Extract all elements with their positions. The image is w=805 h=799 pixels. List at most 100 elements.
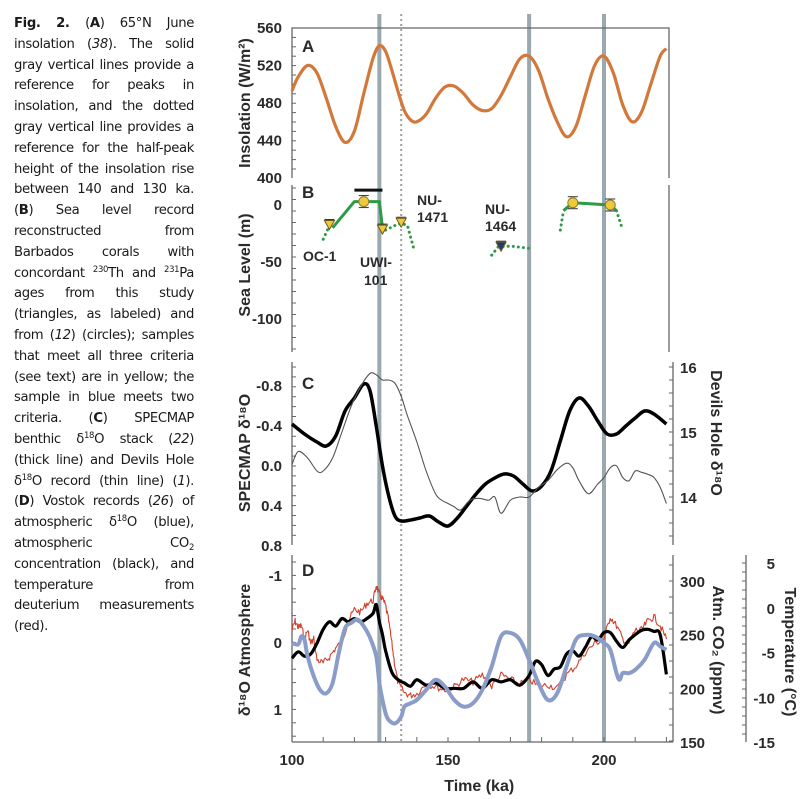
panel-d-temp-tick-label: 5 [767, 556, 775, 573]
panel-d-y-tick-label: 1 [274, 702, 282, 719]
caption-part: ( [85, 16, 90, 31]
panel-a-y-tick-label: 560 [257, 20, 282, 37]
caption-part: 12 [54, 327, 71, 343]
panel-c-right-tick-label: 15 [680, 425, 697, 442]
caption-part: ) SPECMAP benthic δ [14, 411, 194, 447]
sample-circle [567, 197, 579, 209]
panel-c-y-axis-title: SPECMAP δ¹⁸O [237, 394, 254, 512]
panel-d-co2-tick-label: 200 [680, 681, 705, 698]
label-nu-1464: 1464 [485, 218, 516, 234]
caption-part: 231 [164, 264, 180, 275]
label-nu-1464: NU- [485, 201, 510, 217]
panel-b [321, 188, 625, 257]
caption-part: C [93, 411, 103, 427]
caption-part: A [89, 16, 100, 31]
panel-d-y-tick-label: -1 [269, 568, 282, 585]
caption-part: 230 [92, 264, 109, 275]
panel-a-y-tick-label: 440 [257, 133, 282, 150]
panel-d-temp-tick-label: -15 [753, 735, 775, 752]
figure-caption: Fig. 2. (A) 65°N June insolation (38). T… [14, 14, 194, 638]
panel-a-y-tick-label: 400 [257, 170, 282, 187]
caption-part: ) of atmospheric δ [14, 494, 194, 531]
caption-part: 2 [188, 542, 194, 553]
caption-part: Pa ages from this study (triangles, as l… [14, 265, 194, 343]
insolation-line [290, 43, 668, 145]
panel-d-y-tick-label: 0 [274, 635, 282, 652]
caption-part: 18 [116, 514, 127, 525]
caption-part: Th and [108, 265, 165, 281]
caption-part: 1 [177, 473, 186, 489]
panel-a-y-tick-label: 520 [257, 58, 282, 75]
panel-c-y-tick-label: 0.8 [261, 538, 282, 555]
panel-letter-b: B [302, 183, 314, 202]
panel-d-y-axis-title: δ¹⁸O Atmosphere [237, 584, 254, 716]
panel-d-co2-axis-title: Atm. CO₂ (ppmv) [709, 586, 726, 715]
devils-hole-line [291, 372, 667, 514]
caption-part: ). The solid gray vertical lines provide… [14, 36, 194, 219]
caption-part: B [18, 203, 29, 219]
panel-b-y-tick-label: -50 [260, 254, 282, 271]
caption-part: O record (thin line) ( [31, 473, 178, 489]
panel-d-co2-tick-label: 150 [680, 735, 705, 752]
temperature-line [291, 585, 667, 699]
x-tick-label: 100 [279, 752, 304, 769]
panel-c-right-axis-title: Devils Hole δ¹⁸O [707, 370, 724, 496]
atm-d18o-line [291, 617, 668, 726]
sample-circle [358, 196, 370, 208]
panel-b-y-tick-label: -100 [252, 311, 282, 328]
x-tick-label: 200 [591, 752, 616, 769]
panel-c-y-tick-label: -0.8 [256, 378, 282, 395]
panel-d [290, 585, 668, 726]
panel-c-right-tick-label: 16 [680, 360, 697, 377]
caption-part: concentration (black), and temperature f… [14, 556, 194, 635]
sample-triangle [495, 241, 507, 253]
panel-b-y-axis-title: Sea Level (m) [237, 213, 254, 316]
axes [291, 27, 747, 743]
panel-a-y-axis-title: Insolation (W/m²) [237, 38, 254, 168]
caption-part: O (blue), atmospheric CO [14, 515, 194, 551]
label-oc-1: OC-1 [303, 248, 337, 264]
panel-c [290, 372, 668, 528]
caption-part: ) (thick line) and Devils Hole δ [14, 431, 194, 489]
panel-letter-d: D [302, 561, 314, 580]
panel-c-y-tick-label: 0.4 [261, 498, 283, 515]
co2-line [290, 602, 668, 691]
panel-c-y-tick-label: 0.0 [261, 458, 282, 475]
sea-level-dotted-path [490, 244, 531, 257]
sea-level-dotted-path [614, 209, 625, 232]
panel-d-temp-tick-label: -5 [762, 646, 775, 663]
caption-part: 26 [152, 494, 169, 510]
caption-part: ) (circles); samples that meet all three… [14, 327, 194, 427]
caption-part: ) 65°N June insolation ( [14, 16, 194, 52]
sea-level-solid-path [331, 200, 384, 229]
caption-part: ) Vostok records ( [29, 494, 153, 510]
caption-part: ). ( [14, 473, 194, 510]
sample-triangle [323, 220, 336, 231]
panel-a-y-tick-label: 480 [257, 95, 282, 112]
sea-level-dotted-path [384, 221, 416, 250]
panel-d-co2-tick-label: 250 [680, 628, 705, 645]
panel-d-co2-tick-label: 300 [680, 574, 705, 591]
caption-part: Fig. 2. [14, 16, 86, 31]
x-tick-label: 150 [435, 752, 460, 769]
caption-part: 18 [84, 430, 95, 441]
panel-a-frame [291, 27, 670, 178]
panel-b-y-tick-label: 0 [274, 197, 282, 214]
specmap-line [290, 381, 668, 528]
sample-circle [604, 199, 616, 211]
label-nu-1471: 1471 [417, 209, 448, 225]
caption-part: 38 [91, 36, 108, 52]
label-uwi-101: 101 [364, 272, 388, 288]
caption-part: D [18, 494, 30, 510]
sea-level-dotted-path [558, 209, 565, 232]
label-nu-1471: NU- [417, 192, 442, 208]
panel-d-temp-axis-title: Temperature (°C) [781, 588, 798, 717]
panel-a [290, 43, 668, 145]
panel-letter-a: A [302, 37, 314, 56]
caption-part: O stack ( [94, 431, 174, 447]
panel-c-right-tick-label: 14 [680, 490, 697, 507]
sample-triangle [376, 224, 389, 236]
label-uwi-101: UWI- [360, 254, 392, 270]
